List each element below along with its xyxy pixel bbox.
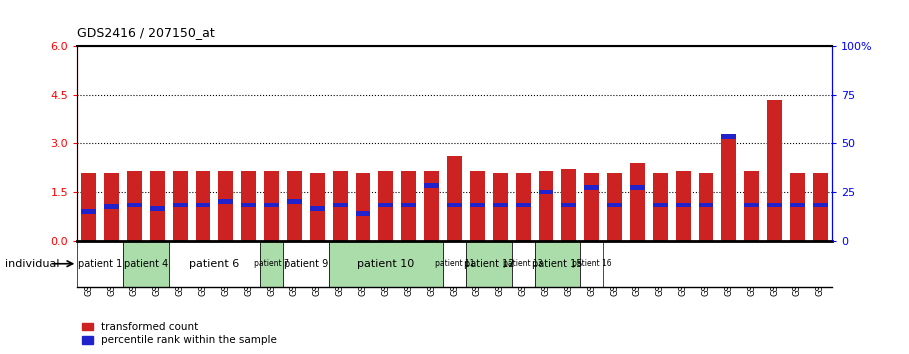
Bar	[493, 172, 507, 241]
Bar	[470, 202, 484, 207]
Bar	[378, 202, 394, 207]
Bar	[538, 190, 554, 194]
Bar	[493, 202, 507, 207]
Text: patient 13: patient 13	[504, 259, 543, 268]
Bar	[512, 241, 534, 287]
Bar	[653, 172, 668, 241]
Bar	[310, 206, 325, 211]
Bar	[265, 202, 279, 207]
Bar	[538, 171, 554, 241]
Bar	[790, 202, 804, 207]
Text: patient 11: patient 11	[435, 259, 474, 268]
Bar	[698, 202, 714, 207]
Bar	[466, 241, 512, 287]
Bar	[425, 171, 439, 241]
Text: patient 16: patient 16	[572, 259, 612, 268]
Bar	[81, 172, 96, 241]
Bar	[173, 171, 187, 241]
Text: individual: individual	[5, 259, 59, 269]
Bar	[584, 185, 599, 190]
Bar	[218, 199, 234, 204]
Bar	[333, 202, 347, 207]
Bar	[630, 185, 644, 190]
Bar	[562, 202, 576, 207]
Bar	[744, 171, 759, 241]
Bar	[241, 202, 256, 207]
Bar	[150, 171, 165, 241]
Bar	[123, 241, 169, 287]
Bar	[813, 202, 828, 207]
Text: patient 15: patient 15	[532, 259, 583, 269]
Text: patient 7: patient 7	[255, 259, 289, 268]
Bar	[653, 202, 668, 207]
Bar	[241, 171, 256, 241]
Bar	[722, 137, 736, 241]
Bar	[127, 202, 142, 207]
Bar	[447, 156, 462, 241]
Bar	[173, 202, 187, 207]
Bar	[515, 202, 531, 207]
Bar	[195, 202, 211, 207]
Bar	[790, 172, 804, 241]
Bar	[195, 171, 211, 241]
Bar	[470, 171, 484, 241]
Bar	[813, 172, 828, 241]
Bar	[722, 135, 736, 139]
Bar	[767, 202, 782, 207]
Bar	[515, 172, 531, 241]
Bar	[402, 202, 416, 207]
Bar	[580, 241, 603, 287]
Bar	[402, 171, 416, 241]
Bar	[287, 171, 302, 241]
Bar	[562, 169, 576, 241]
Bar	[310, 172, 325, 241]
Bar	[355, 172, 371, 241]
Bar	[607, 202, 622, 207]
Bar	[534, 241, 580, 287]
Text: patient 9: patient 9	[284, 259, 328, 269]
Text: GDS2416 / 207150_at: GDS2416 / 207150_at	[77, 26, 215, 39]
Bar	[287, 199, 302, 204]
Bar	[77, 241, 123, 287]
Bar	[150, 206, 165, 211]
Bar	[329, 241, 443, 287]
Bar	[767, 99, 782, 241]
Text: patient 1: patient 1	[78, 259, 122, 269]
Bar	[378, 171, 394, 241]
Bar	[675, 202, 691, 207]
Bar	[584, 172, 599, 241]
Bar	[744, 202, 759, 207]
Bar	[265, 171, 279, 241]
Text: patient 12: patient 12	[464, 259, 514, 269]
Bar	[355, 211, 371, 216]
Bar	[81, 209, 96, 214]
Bar	[425, 183, 439, 188]
Legend: transformed count, percentile rank within the sample: transformed count, percentile rank withi…	[83, 322, 277, 345]
Bar	[260, 241, 283, 287]
Text: patient 4: patient 4	[124, 259, 168, 269]
Bar	[630, 163, 644, 241]
Bar	[607, 172, 622, 241]
Text: patient 6: patient 6	[189, 259, 240, 269]
Bar	[169, 241, 260, 287]
Bar	[443, 241, 466, 287]
Bar	[675, 171, 691, 241]
Bar	[105, 172, 119, 241]
Bar	[283, 241, 329, 287]
Text: patient 10: patient 10	[357, 259, 415, 269]
Bar	[218, 171, 234, 241]
Bar	[333, 171, 347, 241]
Bar	[105, 204, 119, 209]
Bar	[447, 202, 462, 207]
Bar	[698, 172, 714, 241]
Bar	[127, 171, 142, 241]
